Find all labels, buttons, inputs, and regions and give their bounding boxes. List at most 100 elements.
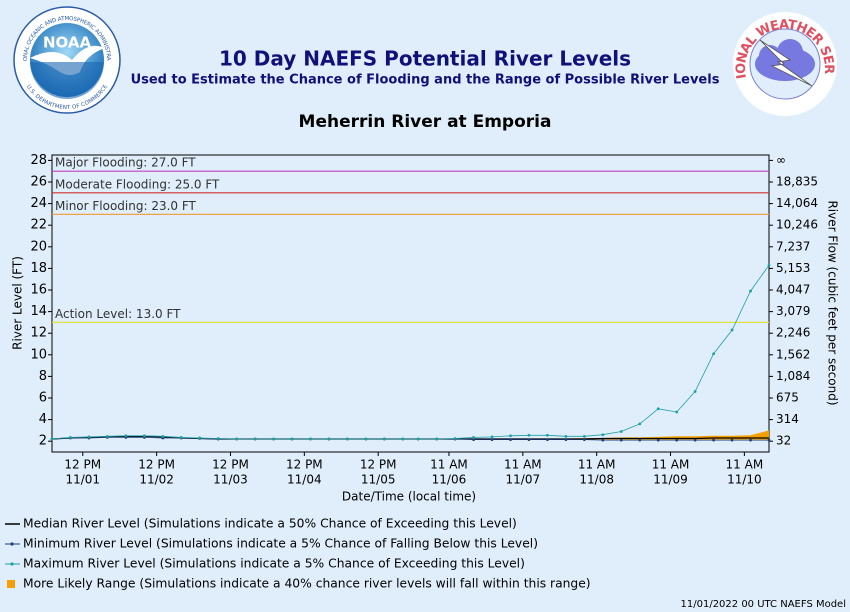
x-tick-date: 11/09 <box>653 473 688 487</box>
series-dot <box>582 434 586 438</box>
series-dot <box>693 390 697 393</box>
series-dot <box>401 437 405 441</box>
series-dot <box>50 437 54 441</box>
x-tick-label: 12 PM <box>212 458 249 472</box>
y-tick-label: 2 <box>39 434 47 449</box>
y-tick-label: 8 <box>39 369 47 384</box>
x-tick-label: 12 PM <box>286 458 323 472</box>
series-dot <box>416 437 420 441</box>
series-dot <box>105 434 109 438</box>
x-tick-label: 11 AM <box>726 458 764 472</box>
y-tick-label: 24 <box>30 196 47 211</box>
legend-label: Median River Level (Simulations indicate… <box>23 517 517 531</box>
threshold-label: Moderate Flooding: 25.0 FT <box>55 177 220 191</box>
series-dot <box>638 422 642 426</box>
y-axis-label: River Level (FT) <box>11 256 25 350</box>
x-tick-date: 11/02 <box>139 473 174 487</box>
series-dot <box>290 437 294 441</box>
x-tick-date: 11/07 <box>506 473 541 487</box>
series-dot <box>582 438 586 441</box>
y-tick-label: 26 <box>30 175 47 190</box>
series-dot <box>382 437 386 441</box>
series-dot <box>712 352 716 356</box>
series-dot <box>546 433 549 437</box>
series-dot <box>253 437 257 441</box>
series-dot <box>675 410 679 414</box>
series-dot <box>472 436 475 439</box>
series-dot <box>179 436 183 439</box>
x-axis-label: Date/Time (local time) <box>342 490 476 504</box>
series-dot <box>693 438 697 442</box>
threshold-label: Minor Flooding: 23.0 FT <box>55 199 197 213</box>
legend-item: More Likely Range (Simulations indicate … <box>7 577 591 591</box>
series-dot <box>601 438 605 442</box>
x-tick-date: 11/04 <box>287 473 322 487</box>
x-tick-label: 12 PM <box>360 458 397 472</box>
y2-tick-label: 675 <box>776 391 799 405</box>
y2-tick-label: 4,047 <box>776 283 810 297</box>
legend-label: More Likely Range (Simulations indicate … <box>23 577 591 591</box>
series-dot <box>564 438 568 441</box>
series-dot <box>619 430 623 433</box>
series-dot <box>272 437 275 441</box>
series-dot <box>712 438 716 442</box>
y2-tick-label: ∞ <box>776 153 786 167</box>
y2-tick-label: 14,064 <box>776 196 818 210</box>
series-dot <box>124 434 128 438</box>
series-dot <box>346 437 349 441</box>
series-dot <box>490 435 494 439</box>
series-dot <box>472 438 475 441</box>
series-dot <box>749 289 752 293</box>
series-dot <box>509 434 512 438</box>
legend-dot <box>10 562 14 566</box>
x-tick-date: 11/10 <box>727 473 762 487</box>
series-dot <box>216 437 220 440</box>
y-tick-label: 4 <box>39 412 47 427</box>
y2-tick-label: 2,246 <box>776 326 810 340</box>
series-dot <box>749 438 752 442</box>
legend-label: Minimum River Level (Simulations indicat… <box>23 537 538 551</box>
y-tick-label: 12 <box>30 326 47 341</box>
x-tick-label: 11 AM <box>504 458 542 472</box>
noaa-logo: NOAA NATIONAL OCEANIC AND ATMOSPHERIC AD… <box>0 0 121 114</box>
series-dot <box>638 438 642 442</box>
chart-title: 10 Day NAEFS Potential River Levels <box>219 47 631 71</box>
y2-tick-label: 3,079 <box>776 304 810 318</box>
series-dot <box>730 328 734 332</box>
x-tick-date: 11/06 <box>432 473 467 487</box>
series-dot <box>527 433 531 437</box>
y-tick-label: 28 <box>30 153 47 168</box>
series-dot <box>87 435 91 439</box>
series-dot <box>198 436 202 440</box>
series-dot <box>564 434 568 438</box>
series-dot <box>656 407 660 411</box>
chart-subtitle: Used to Estimate the Chance of Flooding … <box>131 73 720 88</box>
series-dot <box>730 438 734 442</box>
x-tick-label: 11 AM <box>652 458 690 472</box>
y2-tick-label: 1,562 <box>776 347 810 361</box>
series-dot <box>453 437 457 440</box>
y-tick-label: 14 <box>30 304 47 319</box>
legend-dot <box>10 542 14 546</box>
y2-tick-label: 1,084 <box>776 369 810 383</box>
series-dot <box>69 436 72 439</box>
series-dot <box>767 438 771 442</box>
y2-tick-label: 7,237 <box>776 239 810 253</box>
x-tick-date: 11/08 <box>579 473 614 487</box>
series-dot <box>767 263 771 267</box>
x-tick-date: 11/01 <box>65 473 100 487</box>
threshold-label: Major Flooding: 27.0 FT <box>55 156 196 170</box>
x-tick-label: 12 PM <box>138 458 175 472</box>
y-tick-label: 22 <box>30 218 47 233</box>
legend-item: Maximum River Level (Simulations indicat… <box>5 557 525 571</box>
y2-tick-label: 314 <box>776 412 799 426</box>
series-dot <box>309 437 312 441</box>
plot-area <box>51 154 770 453</box>
series-dot <box>235 437 239 441</box>
series-dot <box>509 438 512 441</box>
y2-tick-label: 5,153 <box>776 261 810 275</box>
series-line <box>51 264 770 440</box>
y-tick-label: 20 <box>30 239 47 254</box>
